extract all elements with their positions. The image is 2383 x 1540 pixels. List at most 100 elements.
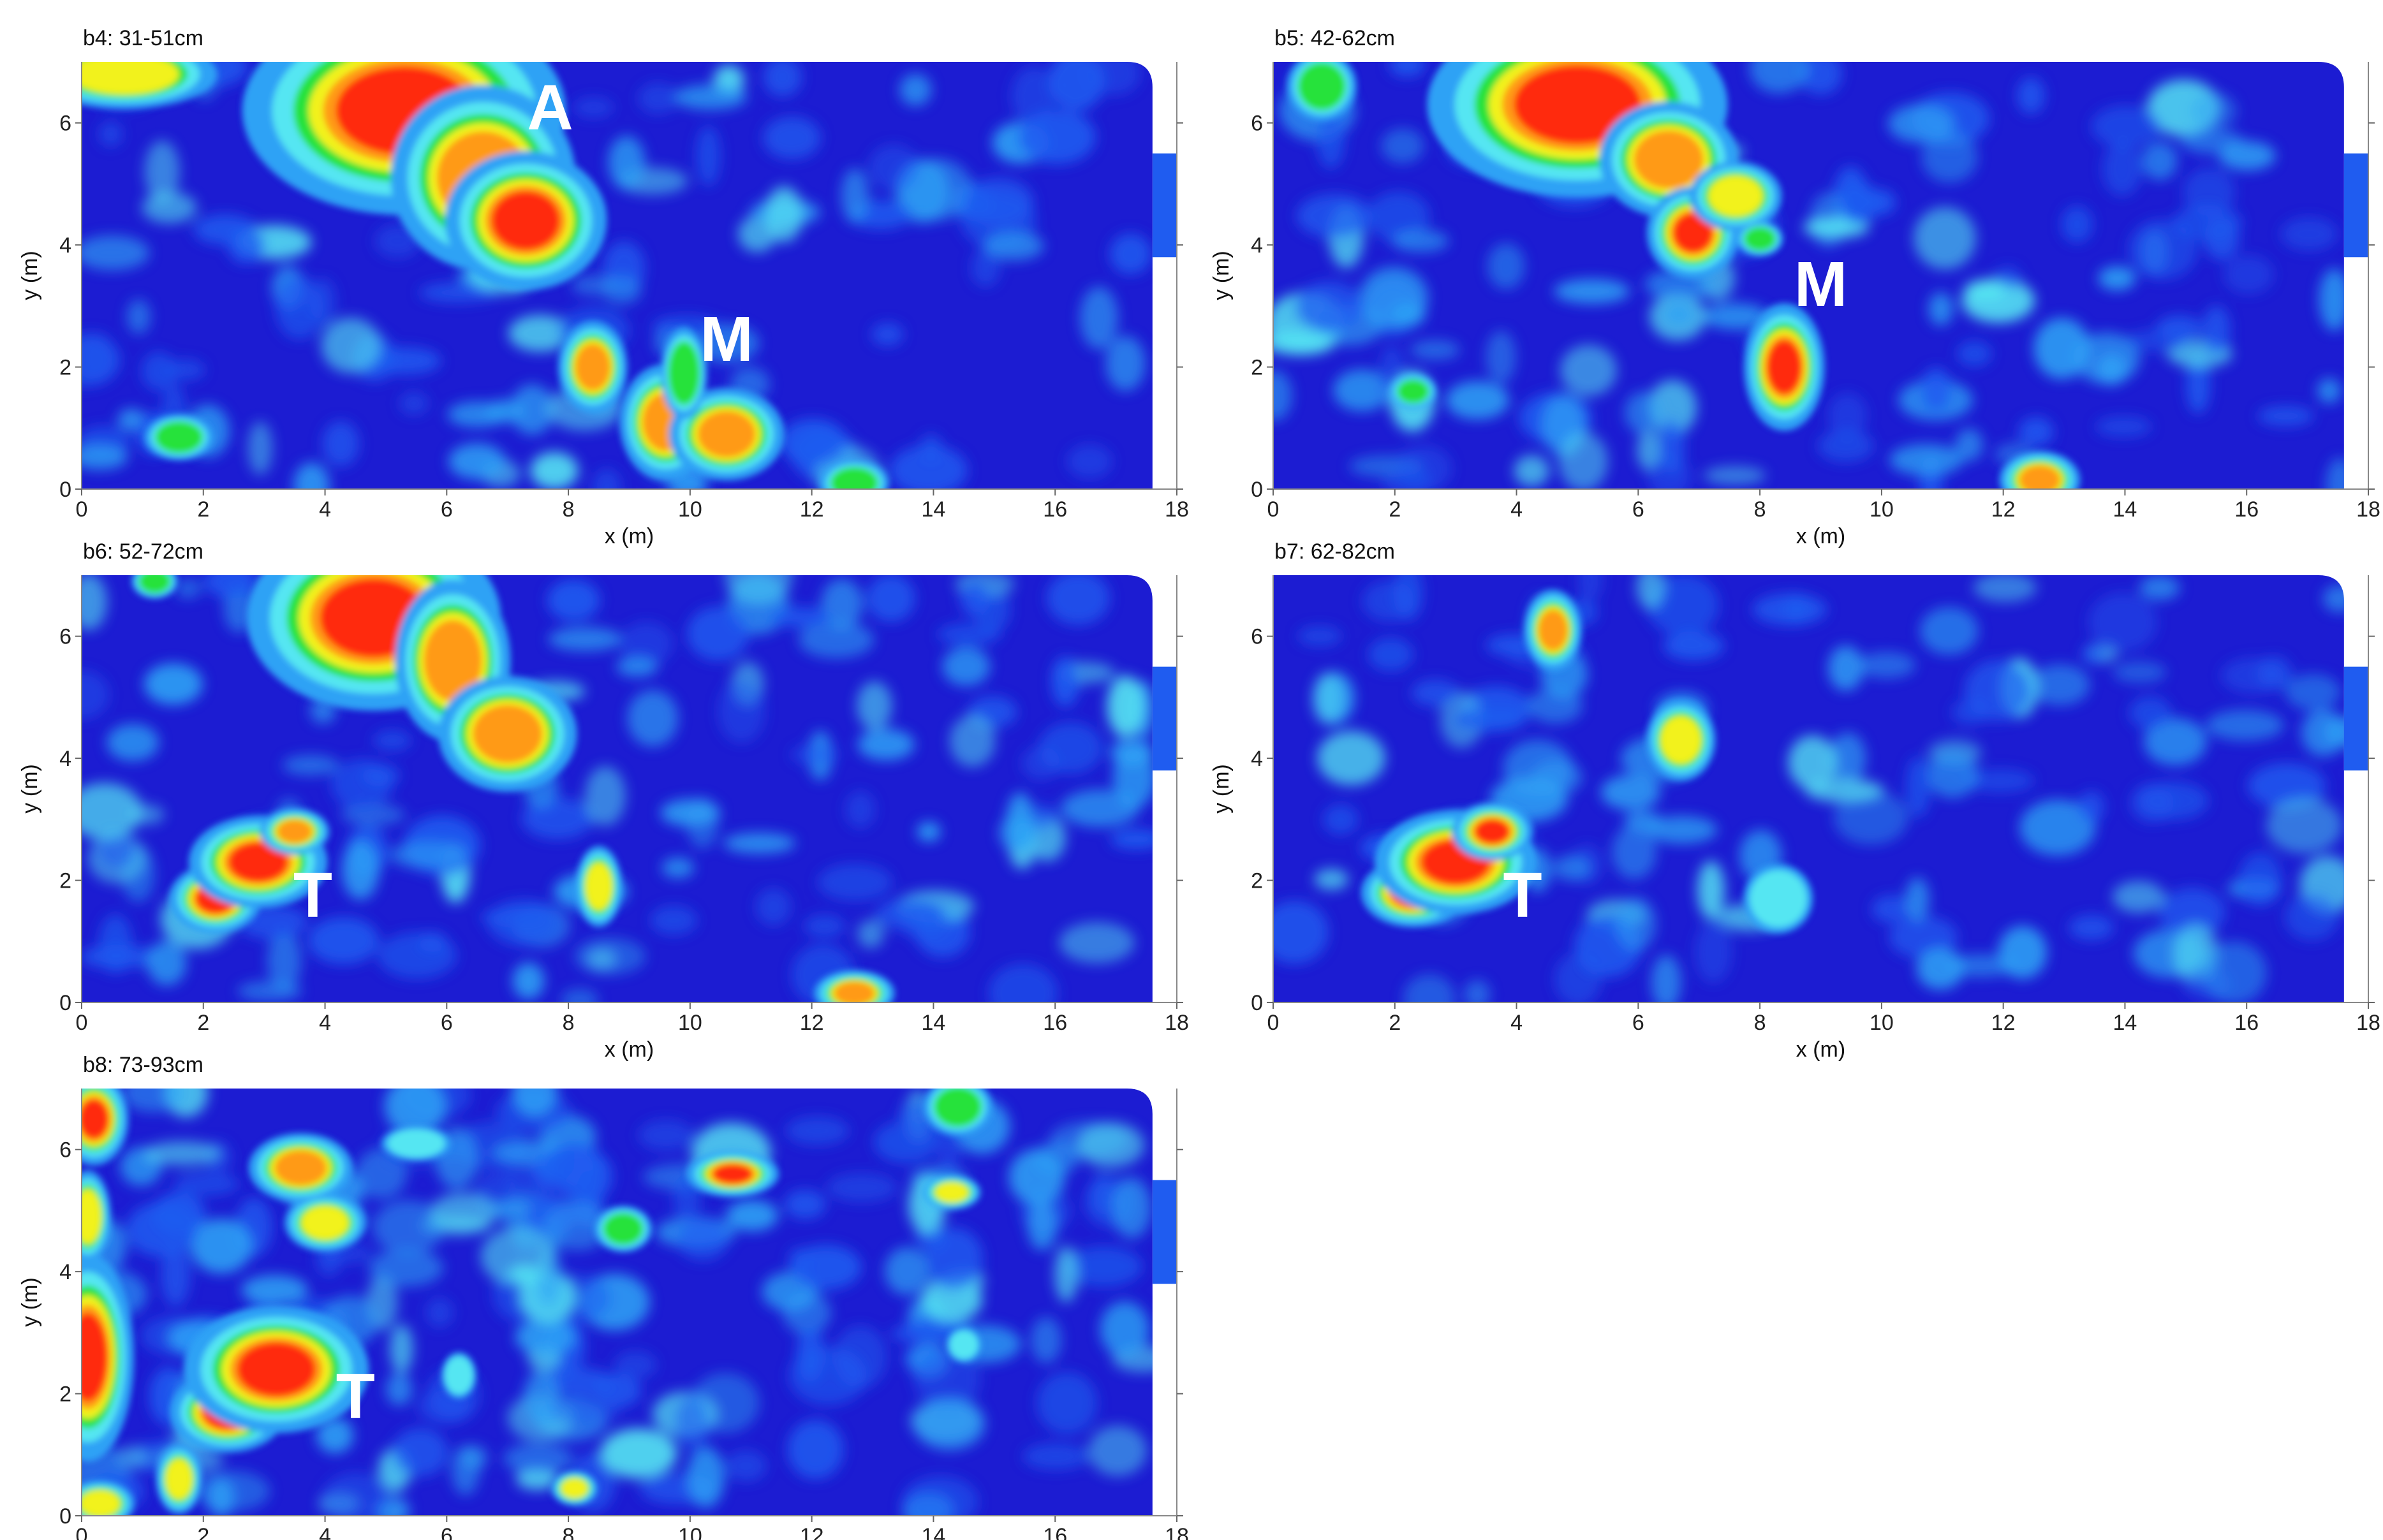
anomaly	[248, 1133, 353, 1203]
texture-blob	[1560, 344, 1618, 397]
texture-blob	[1554, 953, 1602, 1002]
texture-blob	[971, 248, 1001, 287]
texture-blob	[173, 1172, 240, 1196]
x-tick-label: 6	[441, 497, 453, 522]
texture-blob	[1317, 106, 1345, 169]
texture-blob	[1486, 330, 1516, 385]
texture-blob	[491, 1198, 533, 1219]
heatmap-area	[82, 1089, 1153, 1516]
texture-blob	[788, 1346, 867, 1405]
texture-blob	[2266, 797, 2343, 854]
texture-blob	[1487, 243, 1525, 290]
texture-blob	[1296, 194, 1373, 238]
texture-blob	[1646, 816, 1718, 844]
texture-blob	[547, 579, 600, 622]
y-tick-label: 6	[59, 112, 71, 136]
texture-blob	[1514, 455, 1549, 487]
x-tick-label: 0	[1267, 497, 1280, 522]
texture-blob	[1403, 974, 1456, 1002]
panel-title: b8: 73-93cm	[83, 1053, 203, 1077]
texture-blob	[1956, 341, 1992, 367]
texture-blob	[307, 917, 380, 965]
y-tick-label: 0	[1251, 478, 1263, 502]
texture-blob	[1921, 367, 1952, 413]
x-tick-label: 0	[76, 1011, 88, 1035]
texture-blob	[660, 799, 721, 827]
anomaly-ring	[1660, 715, 1702, 764]
x-tick-label: 6	[1632, 1011, 1644, 1035]
anomaly	[82, 1480, 135, 1516]
texture-blob	[755, 888, 792, 926]
anomaly-ring	[237, 1342, 316, 1397]
texture-blob	[1392, 230, 1449, 253]
panel-b8: 0 2 4 6 8 10 12 14 16 18 0 2 4 6 b8: 73-93cm x (m) y (m)…	[0, 1027, 1192, 1540]
texture-blob	[322, 1472, 390, 1516]
texture-blob	[1393, 575, 1424, 621]
heatmap-svg: 0 2 4 6 8 10 12 14 16 18 0 2 4 6 b5: 42-62cm x (m) y (m)…	[1209, 26, 2380, 548]
texture-blob	[1021, 746, 1061, 781]
anomaly	[557, 320, 628, 414]
y-tick-label: 4	[59, 233, 71, 258]
texture-blob	[2126, 329, 2189, 353]
texture-blob	[1381, 128, 1424, 164]
texture-blob	[1916, 948, 1965, 990]
texture-blob	[429, 1193, 498, 1232]
x-tick-label: 8	[563, 497, 575, 522]
anomaly-ring	[82, 1099, 108, 1139]
anomaly-ring	[491, 191, 560, 250]
texture-blob	[1965, 768, 2035, 793]
x-tick-label: 10	[678, 1524, 702, 1540]
texture-blob	[293, 462, 330, 489]
anomaly	[1743, 303, 1825, 431]
heatmap-svg: 0 2 4 6 8 10 12 14 16 18 0 2 4 6 b4: 31-51cm x (m) y (m)…	[18, 26, 1189, 548]
texture-blob	[510, 384, 554, 436]
texture-blob	[1088, 1425, 1147, 1476]
x-tick-label: 14	[922, 1524, 946, 1540]
texture-blob	[2317, 378, 2342, 404]
texture-blob	[515, 1319, 576, 1355]
heatmap-area	[1273, 575, 2344, 1002]
texture-blob	[1295, 281, 1364, 333]
x-tick-label: 2	[1389, 497, 1401, 522]
panel-b4: 0 2 4 6 8 10 12 14 16 18 0 2 4 6 b4: 31-51cm x (m) y (m)…	[0, 0, 1192, 548]
texture-blob	[508, 314, 572, 352]
texture-blob	[2112, 881, 2165, 913]
texture-blob	[1066, 444, 1112, 479]
texture-blob	[2102, 141, 2142, 196]
y-tick-label: 2	[1251, 869, 1263, 893]
anomaly-ring	[830, 467, 878, 489]
texture-blob	[480, 907, 549, 928]
texture-blob	[2098, 266, 2136, 291]
x-tick-label: 14	[922, 1011, 946, 1035]
texture-blob	[1663, 631, 1724, 661]
texture-blob	[1651, 955, 1681, 1002]
texture-blob	[144, 1141, 221, 1166]
texture-blob	[1528, 687, 1583, 724]
texture-blob	[2322, 585, 2344, 613]
texture-blob	[480, 1227, 554, 1286]
texture-blob	[321, 318, 381, 374]
texture-blob	[121, 1089, 186, 1113]
texture-blob	[144, 140, 180, 203]
texture-blob	[1046, 575, 1110, 626]
y-axis-label: y (m)	[18, 251, 42, 300]
texture-blob	[1905, 877, 1929, 921]
heatmap-area	[82, 575, 1153, 1002]
texture-blob	[2180, 129, 2244, 154]
x-tick-label: 16	[1043, 1524, 1067, 1540]
texture-blob	[1110, 829, 1153, 849]
y-tick-label: 6	[1251, 112, 1263, 136]
texture-blob	[82, 575, 107, 631]
texture-blob	[96, 830, 136, 870]
texture-blob	[1840, 181, 1879, 225]
texture-blob	[873, 1120, 939, 1164]
texture-blob	[1314, 869, 1349, 890]
texture-blob	[826, 1173, 897, 1203]
heatmap-area	[1273, 62, 2344, 489]
texture-blob	[1079, 286, 1119, 349]
anomaly	[922, 1175, 981, 1210]
texture-blob	[1624, 392, 1662, 434]
texture-blob	[1312, 672, 1343, 726]
texture-blob	[1109, 233, 1152, 275]
texture-blob	[166, 359, 205, 381]
